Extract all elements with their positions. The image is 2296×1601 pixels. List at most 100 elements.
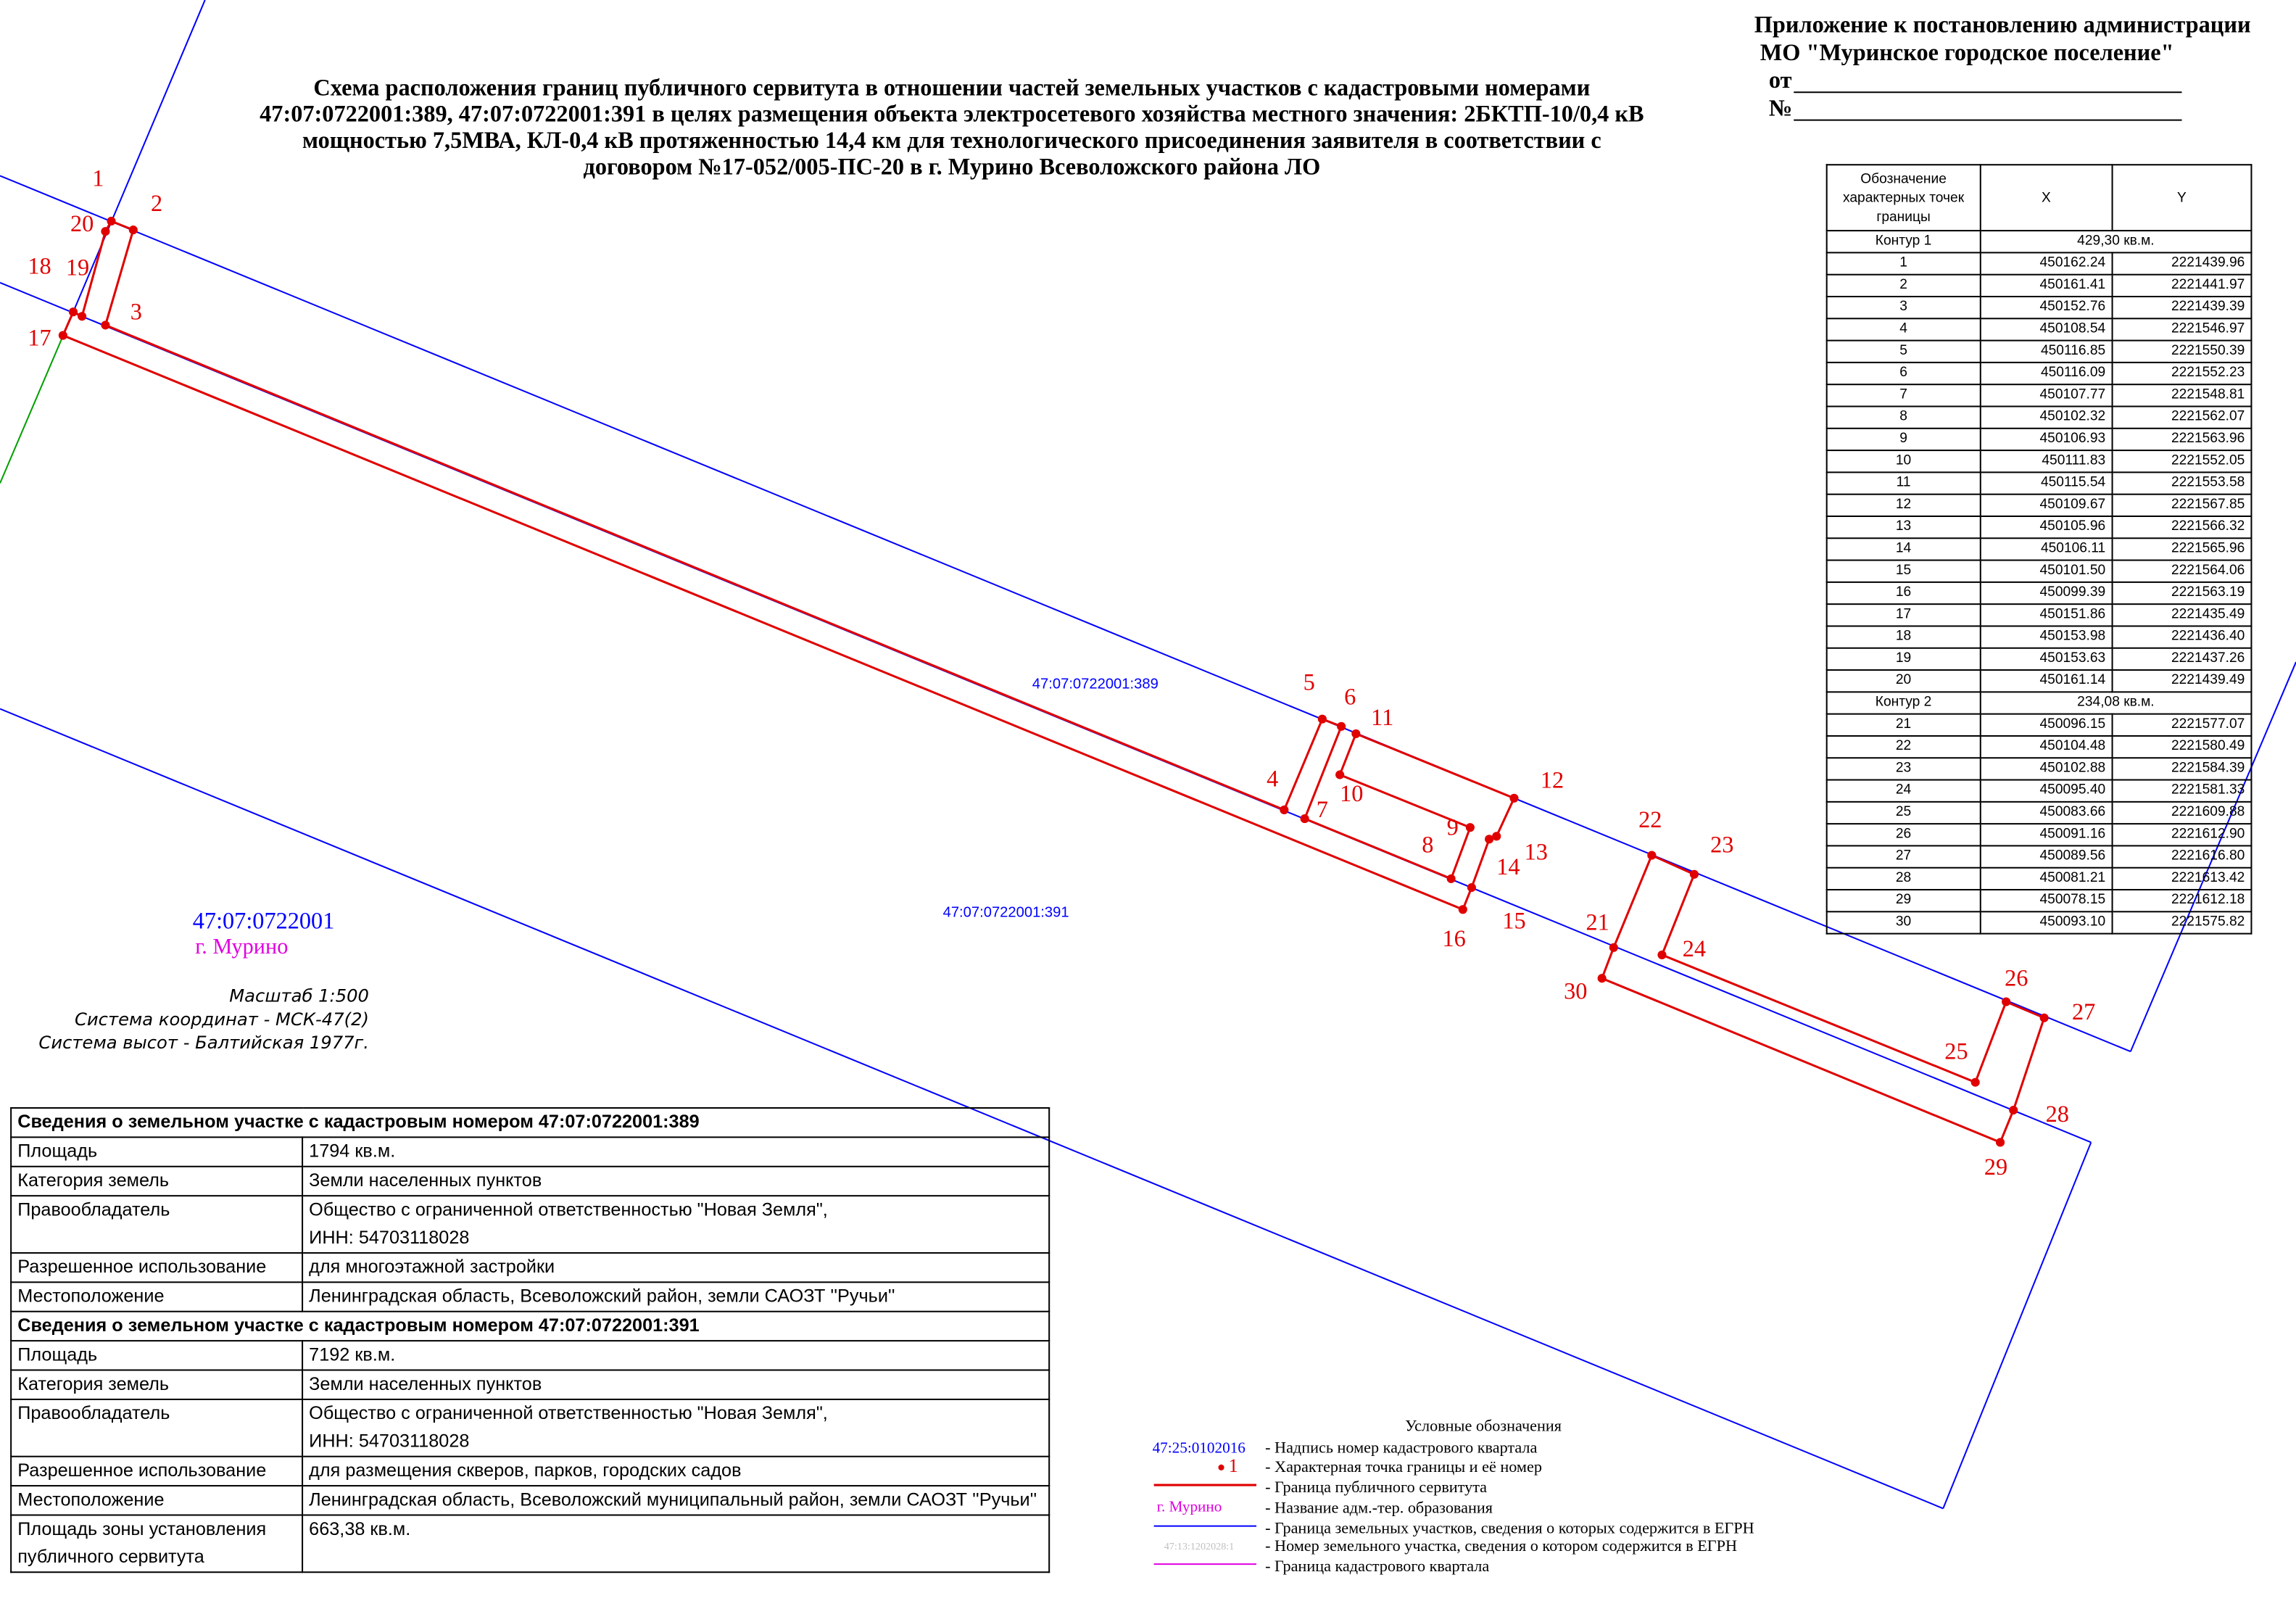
cell: 2221566.32: [2111, 515, 2253, 539]
cell: 2221436.40: [2111, 625, 2253, 649]
cell: 450162.24: [1979, 252, 2113, 276]
appendix-line: Приложение к постановлению администрации: [1754, 13, 2251, 38]
info-value: для размещения скверов, парков, городски…: [302, 1455, 1050, 1487]
cell: 2221616.80: [2111, 845, 2253, 869]
cell: 450161.41: [1979, 273, 2113, 298]
legend-sample: 47:13:1202028:1: [1164, 1541, 1235, 1552]
point-row: 20 450161.14 2221439.49: [1825, 669, 2253, 693]
info-value: Ленинградская область, Всеволожский муни…: [302, 1485, 1050, 1516]
value-line: Общество с ограниченной ответственностью…: [309, 1402, 828, 1424]
info-row: Категория земель Земли населенных пунктов: [10, 1369, 1050, 1400]
point: [1351, 729, 1361, 738]
info-row: Площадь 1794 кв.м.: [10, 1136, 1050, 1167]
cell: 450108.54: [1979, 318, 2113, 342]
point-label: 30: [1564, 978, 1587, 1004]
cell: 2221612.18: [2111, 889, 2253, 913]
point-row: 4 450108.54 2221546.97: [1825, 318, 2253, 342]
cell: 450099.39: [1979, 581, 2113, 605]
legend-point: [1218, 1464, 1224, 1470]
point-row: 1 450162.24 2221439.96: [1825, 252, 2253, 276]
quarter-label: 47:07:0722001: [193, 908, 335, 934]
point-label: 10: [1340, 780, 1363, 806]
info-value: для многоэтажной застройки: [302, 1252, 1050, 1283]
legend-text: - Надпись номер кадастрового квартала: [1265, 1439, 1537, 1457]
cell: 7: [1825, 384, 1981, 408]
point: [1597, 974, 1607, 983]
cell: 4: [1825, 318, 1981, 342]
point-label: 16: [1443, 925, 1466, 951]
cell: 450105.96: [1979, 515, 2113, 539]
cell: 450093.10: [1979, 911, 2113, 935]
cell: 450111.83: [1979, 450, 2113, 473]
point-row: 22 450104.48 2221580.49: [1825, 735, 2253, 759]
point: [1337, 721, 1346, 731]
point: [101, 227, 110, 236]
cell: 450083.66: [1979, 800, 2113, 825]
cell: 450153.63: [1979, 647, 2113, 671]
cell: 450115.54: [1979, 471, 2113, 495]
point-label: 2: [151, 190, 162, 216]
point-label: 3: [130, 298, 142, 324]
cell: 5: [1825, 339, 1981, 363]
value-line: Ленинградская область, Всеволожский райо…: [309, 1286, 895, 1307]
info-label: Площадь: [10, 1136, 304, 1167]
contour-name: Контур 1: [1825, 230, 1981, 254]
info-value: 1794 кв.м.: [302, 1136, 1050, 1167]
point-row: 2 450161.41 2221441.97: [1825, 273, 2253, 298]
point-label: 12: [1541, 767, 1564, 793]
point-row: 26 450091.16 2221612.90: [1825, 823, 2253, 847]
cell: 27: [1825, 845, 1981, 869]
cell: 2221441.97: [2111, 273, 2253, 298]
point-label: 23: [1710, 832, 1733, 858]
legend-text: - Номер земельного участка, сведения о к…: [1265, 1536, 1737, 1555]
cell: 2221613.42: [2111, 866, 2253, 891]
cell: 2221577.07: [2111, 713, 2253, 737]
parcel-label: 47:07:0722001:389: [1032, 676, 1159, 692]
cell: 9: [1825, 427, 1981, 452]
info-value: Общество с ограниченной ответственностью…: [302, 1398, 1050, 1457]
info-label: Местоположение: [10, 1485, 304, 1516]
scale-line: Система высот - Балтийская 1977г.: [38, 1032, 369, 1054]
cell: 13: [1825, 515, 1981, 539]
scale-line: Масштаб 1:500: [229, 985, 369, 1006]
cell: 450091.16: [1979, 823, 2113, 847]
header-cell: Y: [2111, 164, 2253, 232]
cell: 2221563.96: [2111, 427, 2253, 452]
cell: 450116.09: [1979, 361, 2113, 386]
point-label: 19: [66, 255, 89, 281]
info-label: Площадь: [10, 1340, 304, 1371]
point: [1467, 882, 1476, 893]
point-row: 19 450153.63 2221437.26: [1825, 647, 2253, 671]
info-label: Правообладатель: [10, 1398, 304, 1457]
point-row: 14 450106.11 2221565.96: [1825, 537, 2253, 561]
section-row: Сведения о земельном участке с кадастров…: [10, 1310, 1050, 1342]
cell: 22: [1825, 735, 1981, 759]
info-row: Разрешенное использование для многоэтажно…: [10, 1252, 1050, 1283]
parcel-label: 47:07:0722001:391: [943, 904, 1069, 920]
cell: 2221563.19: [2111, 581, 2253, 605]
point-row: 15 450101.50 2221564.06: [1825, 559, 2253, 583]
point-row: 11 450115.54 2221553.58: [1825, 471, 2253, 495]
contour-row: Контур 1 429,30 кв.м.: [1825, 230, 2253, 254]
cell: 450081.21: [1979, 866, 2113, 891]
point: [2039, 1013, 2049, 1022]
cell: 450153.98: [1979, 625, 2113, 649]
cell: 450096.15: [1979, 713, 2113, 737]
point-label: 13: [1525, 839, 1548, 865]
cell: 16: [1825, 581, 1981, 605]
contour-area: 429,30 кв.м.: [1979, 230, 2253, 254]
legend: Условные обозначения 47:25:0102016 - Над…: [1153, 1416, 1754, 1575]
cell: 2221439.96: [2111, 252, 2253, 276]
point-label: 15: [1502, 908, 1525, 934]
point: [128, 226, 138, 235]
cell: 450152.76: [1979, 295, 2113, 320]
point-row: 27 450089.56 2221616.80: [1825, 845, 2253, 869]
cell: 20: [1825, 669, 1981, 693]
point-label: 14: [1496, 853, 1520, 880]
cell: 2221553.58: [2111, 471, 2253, 495]
servitude-boundary: [61, 220, 1516, 911]
header-row: Обозначение характерных точек границы X Y: [1825, 164, 2253, 232]
cell: 15: [1825, 559, 1981, 583]
point-label: 21: [1586, 909, 1609, 935]
appendix-line: МО "Муринское городское поселение": [1760, 41, 2174, 66]
